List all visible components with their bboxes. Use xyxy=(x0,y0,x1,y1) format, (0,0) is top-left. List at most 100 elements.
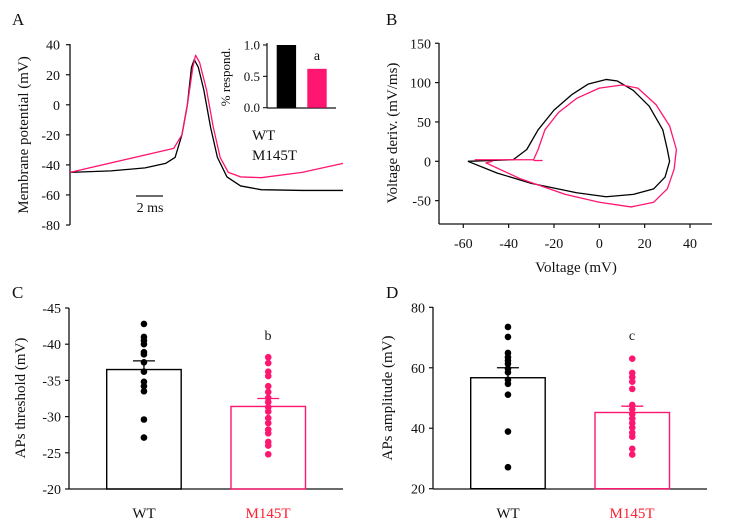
trace-m145t xyxy=(69,54,344,179)
panel-c-letter: C xyxy=(12,283,23,302)
legend-m145t: M145T xyxy=(252,148,297,164)
panel-d-point-wt xyxy=(504,380,512,388)
panel-c-point-m145t xyxy=(264,414,272,422)
panel-d-point-wt xyxy=(504,333,512,341)
panel-d-y-tick-label: 80 xyxy=(411,301,425,316)
panel-d-point-m145t xyxy=(628,424,636,431)
panel-c-point-wt xyxy=(140,416,148,423)
panel-b-y-tick-label: -50 xyxy=(412,195,431,210)
panel-b-x-tick-label: 40 xyxy=(683,237,697,252)
panel-a: A 40 20 0 -20 -40 -60 -80 Membrane potential (… xyxy=(12,10,344,234)
panel-c-y-label: APs threshold (mV) xyxy=(13,338,29,459)
panel-c-point-m145t xyxy=(264,442,272,449)
inset-bar-wt xyxy=(276,45,297,108)
panel-a-y-tick-label: -80 xyxy=(41,219,60,234)
panel-d-point-m145t xyxy=(628,451,636,458)
panel-c: C -45-40-35-30-25-20 APs threshold (mV) … xyxy=(12,283,343,522)
panel-c-y-tick-label: -35 xyxy=(42,374,61,389)
panel-c-point-m145t xyxy=(264,372,272,380)
panel-c-annotation: b xyxy=(265,329,272,344)
panel-d-point-m145t xyxy=(628,385,636,393)
panel-d-point-m145t xyxy=(628,373,636,381)
legend-wt: WT xyxy=(252,128,275,144)
panel-c-point-wt xyxy=(140,320,148,328)
panel-c-point-m145t xyxy=(264,353,272,361)
panel-d-point-wt xyxy=(504,360,512,368)
panel-a-y-tick-label: 40 xyxy=(46,39,60,54)
inset-chart: 1.0 0.5 0.0 % respond. a xyxy=(218,38,336,115)
panel-c-point-m145t xyxy=(264,408,272,415)
panel-c-point-wt xyxy=(140,387,148,395)
panel-a-y-tick-label: -20 xyxy=(41,129,60,144)
panel-d-x-label-m145t: M145T xyxy=(610,506,655,522)
panel-b-x-tick-label: 0 xyxy=(596,237,603,252)
panel-d-point-m145t xyxy=(628,355,636,362)
panel-c-point-wt xyxy=(140,351,148,358)
panel-d-point-wt xyxy=(504,428,512,435)
panel-d-letter: D xyxy=(386,283,398,302)
panel-b-y-label: Voltage deriv. (mV/ms) xyxy=(385,63,401,204)
panel-b-x-tick-label: -60 xyxy=(454,237,473,252)
panel-c-y-tick-label: -45 xyxy=(42,302,61,317)
panel-d: D 80 60 40 20 APs amplitude (mV) WT M145T c xyxy=(380,283,707,522)
panel-d-point-m145t xyxy=(628,419,636,427)
panel-c-x-label-m145t: M145T xyxy=(246,506,291,522)
panel-c-point-wt xyxy=(140,434,148,441)
trace-wt xyxy=(69,59,343,192)
panel-d-y-tick-label: 20 xyxy=(411,483,425,498)
panel-c-point-m145t xyxy=(264,388,272,396)
panel-c-point-wt xyxy=(140,382,148,390)
panel-d-point-m145t xyxy=(628,445,636,453)
panel-a-y-tick-label: -40 xyxy=(41,159,60,174)
panel-c-point-m145t xyxy=(264,419,272,427)
panel-c-point-wt xyxy=(140,368,148,376)
panel-d-x-label-wt: WT xyxy=(496,506,519,522)
panel-b-x-tick-label: 20 xyxy=(638,237,652,252)
panel-c-point-m145t xyxy=(264,450,272,458)
panel-b-y-tick-label: 50 xyxy=(417,116,431,131)
panel-d-annotation: c xyxy=(629,329,635,344)
panel-c-y-tick-label: -25 xyxy=(42,447,61,462)
panel-a-letter: A xyxy=(12,10,25,29)
phase-trace-wt xyxy=(467,78,671,198)
panel-c-point-m145t xyxy=(264,382,272,390)
panel-c-point-m145t xyxy=(264,429,272,437)
inset-y-tick-label: 0.5 xyxy=(244,69,260,84)
panel-d-point-m145t xyxy=(628,410,636,418)
inset-y-tick-label: 0.0 xyxy=(244,100,260,115)
panel-a-y-tick-label: -60 xyxy=(41,189,60,204)
panel-a-y-label: Membrane potential (mV) xyxy=(16,56,32,213)
panel-d-y-label: APs amplitude (mV) xyxy=(380,336,396,461)
panel-c-y-tick-label: -40 xyxy=(42,338,61,353)
panel-b-x-label: Voltage (mV) xyxy=(535,260,617,276)
inset-annotation: a xyxy=(314,49,321,64)
panel-c-y-tick-label: -20 xyxy=(42,483,61,498)
panel-d-y-tick-label: 60 xyxy=(411,362,425,377)
phase-trace-m145t xyxy=(474,84,678,208)
panel-a-y-tick-label: 0 xyxy=(53,99,60,114)
panel-b-y-tick-label: 150 xyxy=(410,37,431,52)
panel-b-x-tick-label: -40 xyxy=(499,237,518,252)
panel-c-point-m145t xyxy=(264,359,272,367)
panel-d-point-wt xyxy=(504,463,512,471)
scale-bar-label: 2 ms xyxy=(137,201,164,216)
panel-a-y-tick-label: 20 xyxy=(46,69,60,84)
panel-b: B 150 100 50 0 -50 -60 -40 -20 0 20 40 Voltage der… xyxy=(385,10,712,276)
panel-b-letter: B xyxy=(386,10,397,29)
panel-c-x-label-wt: WT xyxy=(132,506,155,522)
panel-d-point-m145t xyxy=(628,378,636,385)
panel-c-y-tick-label: -30 xyxy=(42,411,61,426)
panel-c-point-wt xyxy=(140,340,148,348)
panel-d-point-m145t xyxy=(628,415,636,422)
panel-d-point-m145t xyxy=(628,433,636,440)
panel-b-x-tick-label: -20 xyxy=(545,237,564,252)
inset-y-tick-label: 1.0 xyxy=(244,38,260,53)
inset-bar-m145t xyxy=(307,68,327,108)
panel-d-point-wt xyxy=(504,391,512,398)
panel-d-point-wt xyxy=(504,323,512,331)
inset-y-label: % respond. xyxy=(218,48,233,107)
panel-d-y-tick-label: 40 xyxy=(411,422,425,437)
panel-b-y-tick-label: 0 xyxy=(424,155,431,170)
panel-b-y-tick-label: 100 xyxy=(410,77,431,92)
